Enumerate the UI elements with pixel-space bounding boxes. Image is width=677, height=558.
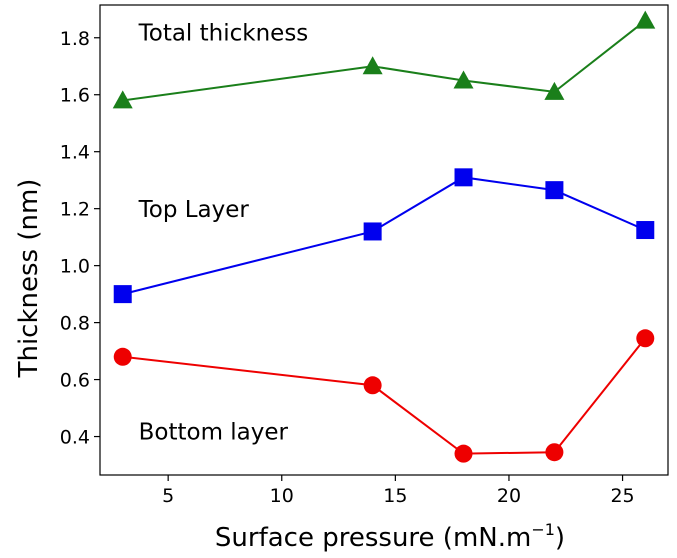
- x-tick-label: 20: [497, 485, 521, 507]
- series-layer: [112, 10, 656, 463]
- series-line: [122, 176, 646, 296]
- data-point: [454, 444, 473, 463]
- data-point: [453, 70, 474, 89]
- data-point: [454, 168, 473, 187]
- y-tick-label: 0.4: [60, 427, 90, 449]
- data-point: [363, 222, 382, 241]
- y-tick-label: 0.8: [60, 313, 90, 335]
- y-axis-title: Thickness (nm): [14, 179, 44, 379]
- series-triangle: [112, 10, 656, 109]
- annotation-label: Bottom layer: [139, 419, 289, 445]
- series-square: [113, 168, 655, 304]
- data-point: [362, 56, 383, 75]
- x-axis-title-main: Surface pressure (mN.m: [215, 523, 531, 553]
- y-tick-label: 1.4: [60, 142, 90, 164]
- data-point: [363, 376, 382, 395]
- annotations: Total thickness Top Layer Bottom layer: [138, 21, 309, 446]
- annotation-label: Total thickness: [138, 21, 309, 47]
- x-tick-label: 15: [383, 485, 407, 507]
- y-tick-label: 1.6: [60, 85, 90, 107]
- data-point: [544, 81, 565, 100]
- x-tick-label: 25: [610, 485, 634, 507]
- x-axis-title: Surface pressure (mN.m−1): [215, 520, 565, 553]
- x-tick-label: 10: [270, 485, 294, 507]
- x-axis-title-superscript: −1: [531, 520, 555, 539]
- data-point: [636, 221, 655, 240]
- data-point: [545, 443, 564, 462]
- y-tick-label: 0.6: [60, 370, 90, 392]
- x-tick-label: 5: [162, 485, 174, 507]
- data-point: [545, 181, 564, 200]
- data-point: [636, 329, 655, 348]
- data-point: [112, 90, 133, 109]
- data-point: [113, 347, 132, 366]
- data-point: [635, 10, 656, 29]
- y-tick-label: 1.2: [60, 199, 90, 221]
- plot-frame: [99, 4, 669, 476]
- y-tick-label: 1.0: [60, 256, 90, 278]
- y-tick-label: 1.8: [60, 28, 90, 50]
- x-axis-title-close: ): [555, 523, 565, 553]
- data-point: [113, 285, 132, 304]
- annotation-label: Top Layer: [138, 197, 250, 223]
- axes: 5 10 15 20 25 0.4 0.6 0.8 1.0 1.2 1.4 1.6 1.8: [60, 4, 669, 507]
- series-circle: [113, 329, 655, 463]
